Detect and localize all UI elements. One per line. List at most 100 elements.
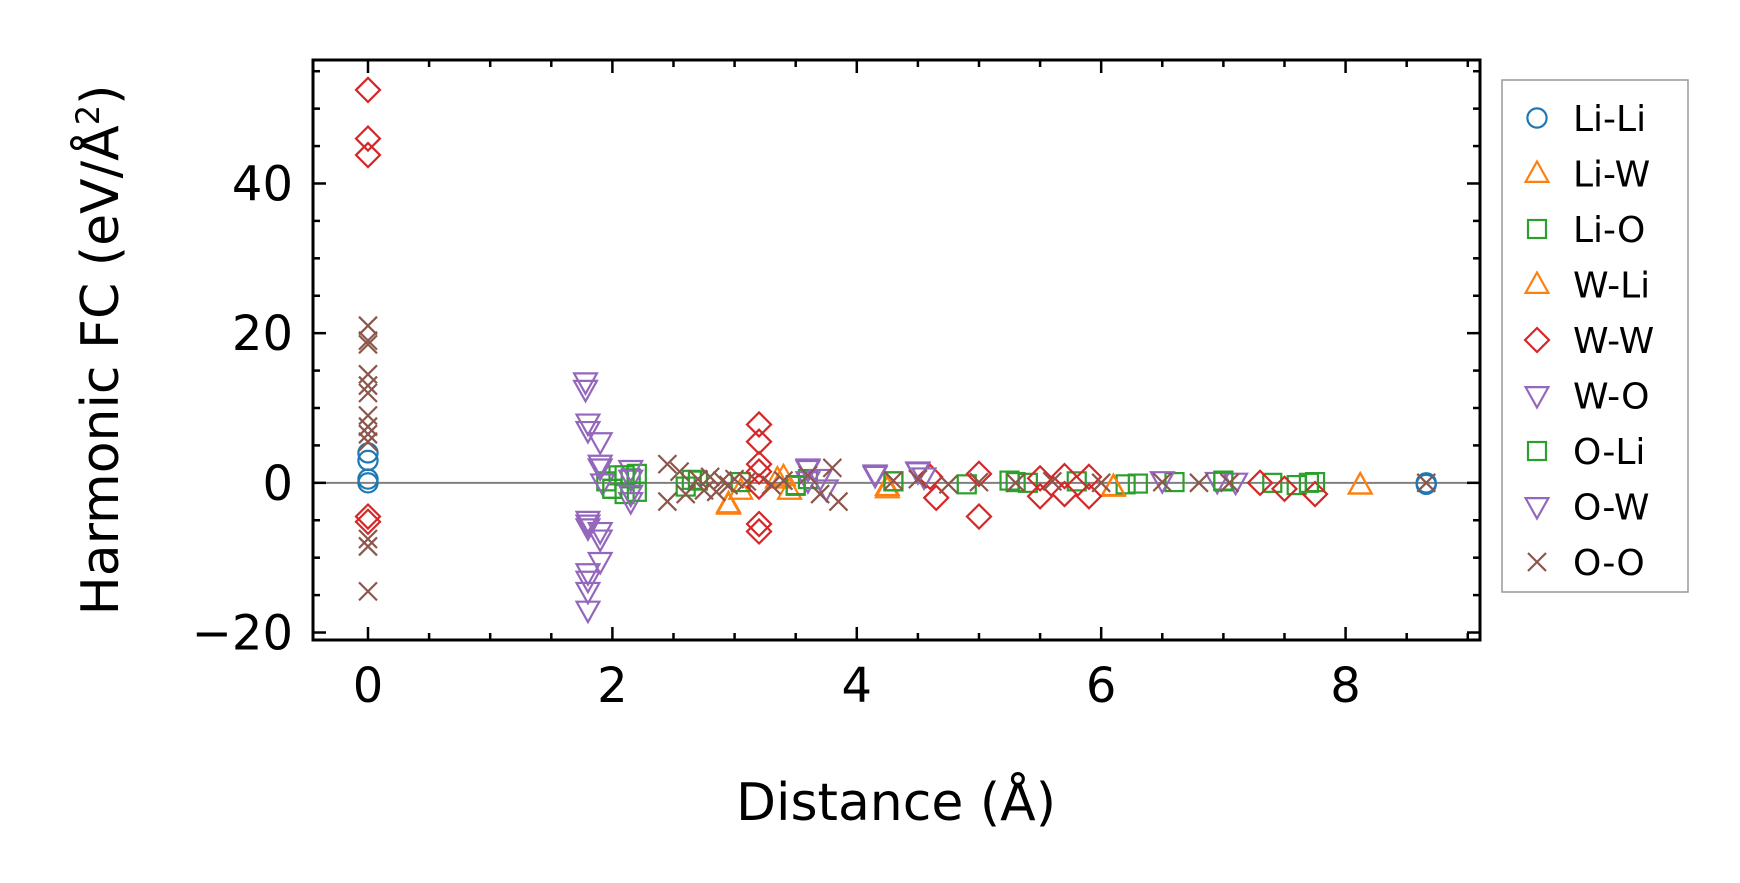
point-li-o (620, 468, 641, 489)
point-o-o (1189, 473, 1209, 493)
point-w-w (354, 141, 382, 169)
axis-ticks (313, 60, 1480, 640)
point-w-o (586, 529, 614, 554)
legend-marker-li-o (1526, 218, 1548, 240)
point-li-w (776, 476, 803, 500)
point-w-o (586, 521, 614, 546)
tick-labels: 0 2 4 6 8 −20 0 20 40 (192, 156, 1361, 714)
point-w-li (1100, 473, 1127, 497)
legend-marker-o-o (1527, 552, 1547, 572)
point-w-o (617, 469, 644, 494)
x-tick-label: 2 (597, 658, 628, 714)
point-o-li (614, 465, 635, 486)
point-w-w (916, 463, 944, 491)
point-w-li (715, 491, 742, 515)
point-o-o (358, 529, 378, 549)
point-w-w (1270, 475, 1299, 503)
point-w-o (574, 600, 602, 625)
point-w-o (574, 581, 602, 606)
point-w-w (745, 410, 773, 439)
point-o-o (675, 484, 696, 504)
point-o-o (1219, 473, 1240, 493)
point-o-o (1005, 473, 1026, 493)
point-w-w (745, 510, 773, 538)
point-o-li (883, 471, 904, 492)
point-w-w (745, 517, 773, 546)
point-o-o (657, 491, 678, 512)
x-tick-label: 4 (842, 658, 873, 714)
point-w-w (1026, 464, 1054, 492)
point-o-o (724, 469, 745, 489)
point-w-w (1301, 480, 1329, 508)
point-w-w (1246, 469, 1274, 497)
point-o-o (358, 315, 378, 336)
point-o-o (773, 470, 794, 491)
legend-label-li-w: Li-W (1573, 155, 1650, 196)
point-o-w (861, 464, 889, 489)
point-w-li (1346, 470, 1374, 495)
y-tick-label: 20 (232, 306, 293, 362)
point-li-li (357, 472, 379, 494)
point-w-w (354, 125, 382, 153)
point-o-o (883, 470, 904, 491)
legend-frame (1501, 79, 1689, 593)
point-w-w (965, 460, 993, 488)
series-o-li (602, 465, 1320, 502)
legend-marker-w-w (1523, 326, 1551, 354)
point-o-o (700, 467, 720, 487)
point-o-w (586, 458, 614, 483)
point-li-o (1115, 474, 1136, 495)
legend-label-o-li: O-Li (1573, 432, 1645, 473)
point-w-w (745, 428, 773, 456)
y-axis-title: Harmonic FC (eV/Å2) (69, 85, 131, 616)
plot-marks (313, 76, 1480, 625)
x-axis-title: Distance (Å) (736, 771, 1056, 833)
legend-marker-w-o (1523, 386, 1551, 410)
point-w-o (572, 379, 599, 404)
point-o-li (1127, 473, 1148, 494)
point-w-w (1026, 482, 1054, 510)
point-w-w (745, 473, 773, 501)
point-o-o (908, 469, 928, 489)
point-w-li (874, 474, 901, 499)
point-o-o (822, 458, 843, 478)
point-w-w (965, 502, 993, 531)
point-w-w (1050, 462, 1079, 490)
point-o-o (737, 471, 757, 492)
point-o-w (617, 484, 644, 509)
legend-label-o-w: O-W (1573, 488, 1649, 529)
point-w-o (586, 551, 614, 576)
legend-label-o-o: O-O (1573, 543, 1645, 584)
point-w-o (617, 492, 644, 516)
legend: Li-Li Li-W Li-O W-Li W-W W-O O-Li O-W O-O (1501, 79, 1689, 593)
point-w-o (572, 372, 599, 397)
point-o-o (706, 482, 727, 502)
point-o-o (938, 474, 959, 495)
point-li-o (956, 474, 977, 495)
plot-frame (311, 58, 1482, 642)
point-o-o (669, 461, 690, 482)
y-tick-label: −20 (192, 606, 293, 662)
point-o-o (358, 334, 378, 355)
point-li-o (1066, 471, 1087, 492)
point-w-o (1149, 471, 1176, 495)
point-o-li (626, 481, 647, 502)
point-w-w (1075, 463, 1103, 491)
legend-marker-li-w (1523, 159, 1551, 183)
x-tick-label: 6 (1086, 658, 1117, 714)
point-w-o (586, 432, 614, 456)
point-li-w (727, 476, 754, 500)
x-tick-label: 8 (1330, 658, 1361, 714)
point-o-o (358, 330, 378, 351)
point-w-w (1075, 482, 1103, 510)
point-o-w (806, 468, 834, 493)
point-li-o (1164, 471, 1185, 493)
point-o-o (761, 475, 782, 495)
point-w-w (354, 502, 382, 531)
x-tick-label: 0 (353, 658, 384, 714)
point-o-o (810, 484, 830, 504)
point-o-o (358, 424, 378, 444)
series-w-o (572, 372, 1249, 625)
point-li-o (999, 470, 1020, 491)
